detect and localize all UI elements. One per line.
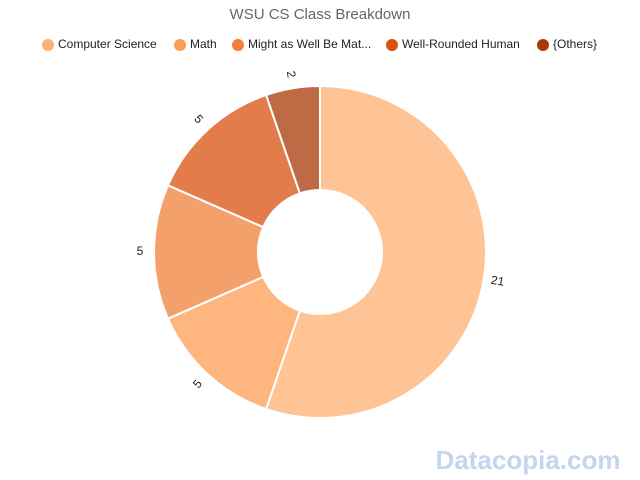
value-label: 5 xyxy=(190,376,205,391)
chart-title: WSU CS Class Breakdown xyxy=(230,6,411,23)
slice xyxy=(166,275,302,411)
legend-label: Well-Rounded Human xyxy=(402,37,520,51)
value-label: 5 xyxy=(191,112,206,127)
legend-label: {Others} xyxy=(553,37,597,51)
watermark: Datacopia.com xyxy=(436,445,621,475)
slice xyxy=(166,93,302,229)
slice xyxy=(153,184,265,320)
slice xyxy=(264,84,487,419)
legend-label: Math xyxy=(190,37,217,51)
legend-swatch xyxy=(42,39,54,51)
legend-swatch xyxy=(386,39,398,51)
legend-label: Might as Well Be Mat... xyxy=(248,37,371,51)
legend-label: Computer Science xyxy=(58,37,157,51)
value-label: 21 xyxy=(490,273,506,289)
slice xyxy=(264,84,321,195)
legend-swatch xyxy=(537,39,549,51)
legend-swatch xyxy=(232,39,244,51)
value-label: 2 xyxy=(284,70,299,79)
value-label: 5 xyxy=(137,244,144,258)
legend-swatch xyxy=(174,39,186,51)
